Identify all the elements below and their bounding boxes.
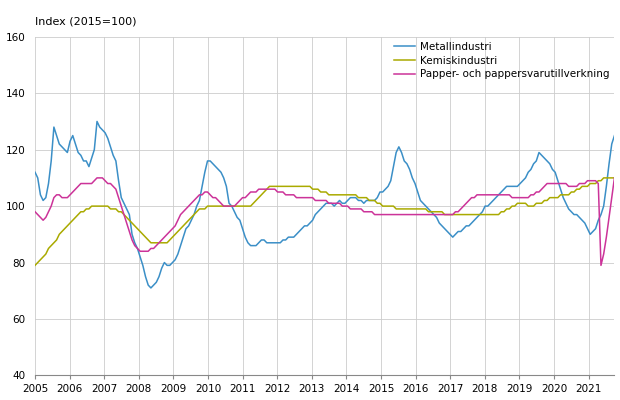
Metallindustri xyxy=(93,119,100,124)
Papper- och pappersvarutillverkning xyxy=(525,195,532,200)
Line: Kemiskindustri: Kemiskindustri xyxy=(35,178,614,265)
Papper- och pappersvarutillverkning xyxy=(363,209,370,214)
Kemiskindustri xyxy=(161,240,168,245)
Legend: Metallindustri, Kemiskindustri, Papper- och pappersvarutillverkning: Metallindustri, Kemiskindustri, Papper- … xyxy=(394,42,609,79)
Papper- och pappersvarutillverkning xyxy=(93,176,100,180)
Metallindustri xyxy=(365,198,373,203)
Metallindustri xyxy=(527,167,534,172)
Kemiskindustri xyxy=(365,198,373,203)
Line: Papper- och pappersvarutillverkning: Papper- och pappersvarutillverkning xyxy=(35,178,614,265)
Kemiskindustri xyxy=(476,212,484,217)
Metallindustri xyxy=(371,198,378,203)
Metallindustri xyxy=(611,133,618,138)
Metallindustri xyxy=(31,170,38,175)
Kemiskindustri xyxy=(600,176,608,180)
Metallindustri xyxy=(481,204,489,208)
Metallindustri xyxy=(182,226,190,231)
Papper- och pappersvarutillverkning xyxy=(163,232,170,237)
Kemiskindustri xyxy=(177,226,184,231)
Kemiskindustri xyxy=(611,176,618,180)
Metallindustri xyxy=(166,263,174,268)
Metallindustri xyxy=(147,286,154,290)
Kemiskindustri xyxy=(31,263,38,268)
Papper- och pappersvarutillverkning xyxy=(611,176,618,180)
Papper- och pappersvarutillverkning xyxy=(368,209,376,214)
Line: Metallindustri: Metallindustri xyxy=(35,122,614,288)
Papper- och pappersvarutillverkning xyxy=(479,192,486,197)
Kemiskindustri xyxy=(360,195,368,200)
Papper- och pappersvarutillverkning xyxy=(31,209,38,214)
Kemiskindustri xyxy=(522,201,529,206)
Papper- och pappersvarutillverkning xyxy=(597,263,604,268)
Papper- och pappersvarutillverkning xyxy=(180,209,187,214)
Text: Index (2015=100): Index (2015=100) xyxy=(35,17,136,27)
